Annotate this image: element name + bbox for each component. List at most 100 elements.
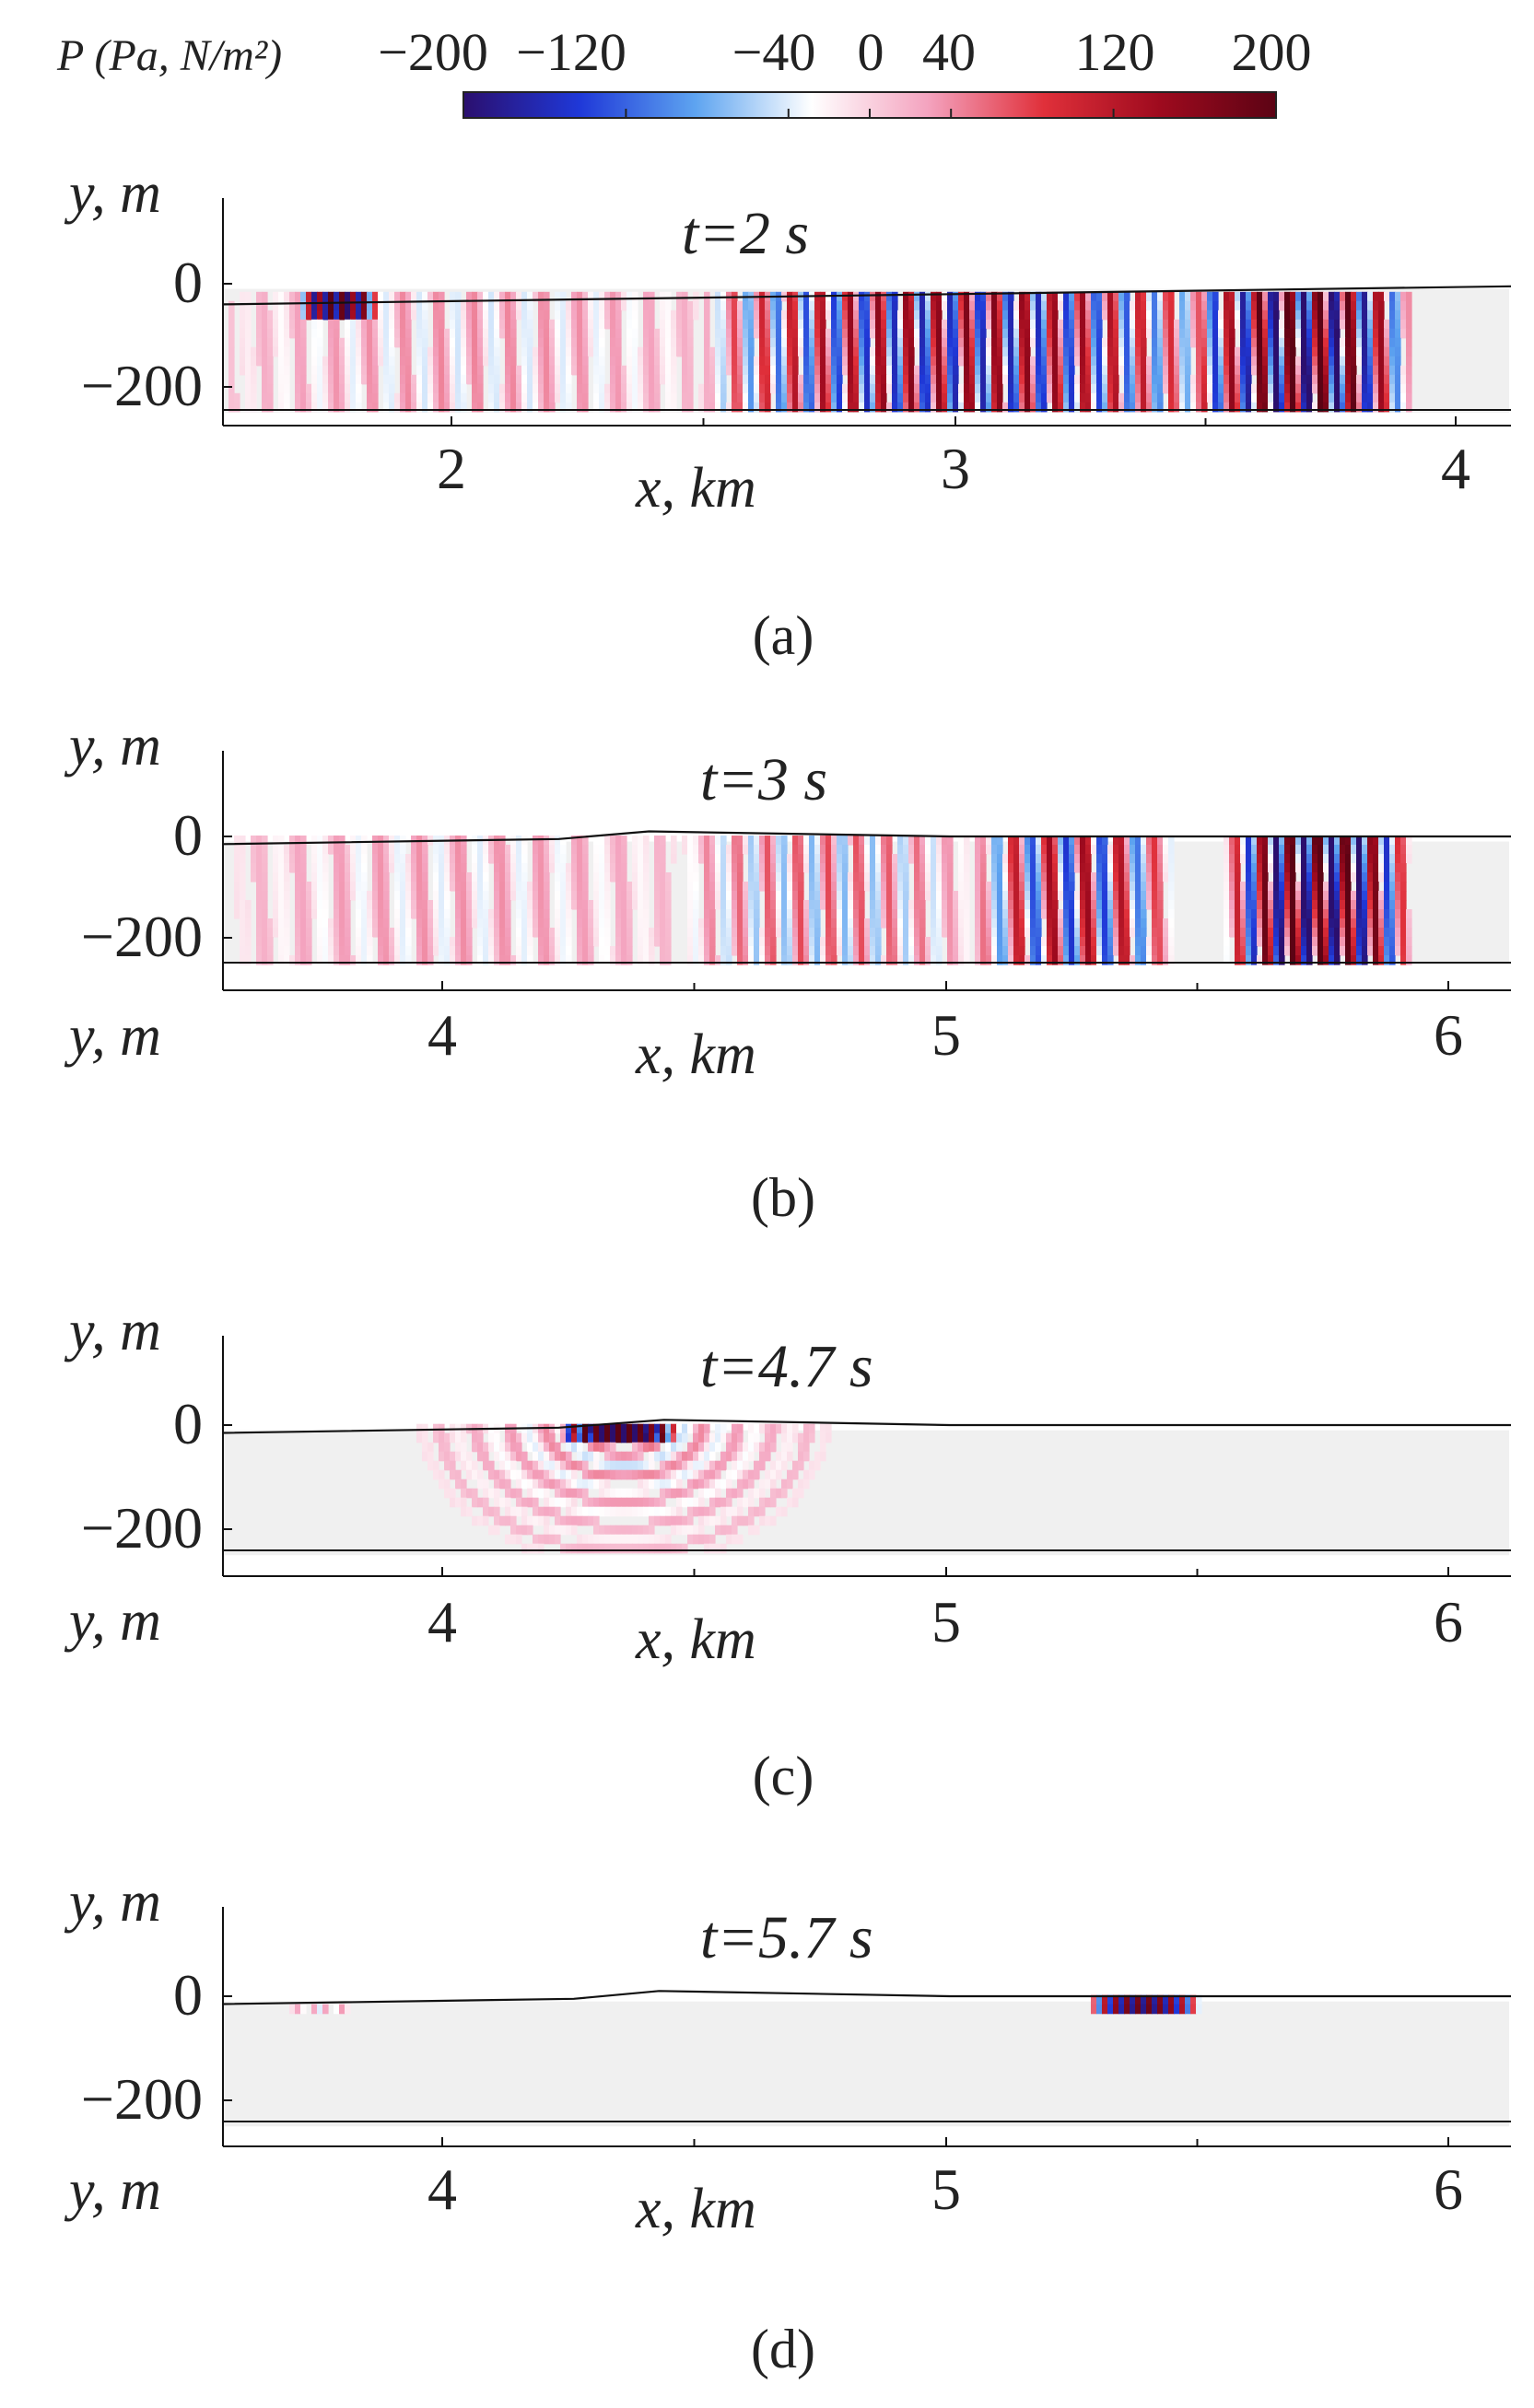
pressure-cell	[356, 402, 362, 413]
pressure-cell	[599, 836, 605, 846]
pressure-cell	[986, 402, 992, 413]
pressure-cell	[245, 383, 252, 394]
pressure-cell	[1257, 836, 1263, 846]
pressure-cell	[743, 365, 749, 376]
pressure-cell	[770, 946, 777, 956]
pressure-cell	[1008, 402, 1014, 413]
pressure-cell	[1118, 872, 1125, 883]
pressure-cell	[947, 909, 954, 919]
pressure-cell	[1279, 337, 1285, 348]
pressure-cell	[544, 872, 550, 883]
pressure-cell	[1273, 946, 1280, 956]
pressure-cell	[1030, 928, 1036, 938]
pressure-cell	[986, 392, 992, 403]
pressure-cell	[743, 356, 749, 367]
pressure-cell	[997, 900, 1003, 910]
pressure-cell	[958, 872, 965, 883]
pressure-cell	[737, 300, 744, 311]
pressure-cell	[1367, 346, 1374, 357]
pressure-cell	[809, 337, 815, 348]
pressure-cell	[251, 365, 257, 376]
pressure-cell	[1163, 863, 1169, 873]
pressure-cell	[582, 402, 589, 413]
pressure-cell	[787, 319, 793, 330]
pressure-cell	[599, 392, 605, 403]
pressure-cell	[273, 346, 279, 357]
pressure-cell	[1096, 328, 1103, 339]
pressure-cell	[1400, 383, 1407, 394]
pressure-cell	[765, 882, 771, 892]
pressure-cell	[1025, 300, 1031, 311]
pressure-cell	[317, 918, 323, 929]
pressure-cell	[306, 891, 312, 901]
pressure-cell	[516, 946, 522, 956]
pressure-cell	[765, 300, 771, 311]
pressure-cell	[1246, 845, 1252, 855]
pressure-cell	[284, 909, 290, 919]
pressure-cell	[925, 346, 931, 357]
pressure-cell	[1069, 402, 1075, 413]
pressure-cell	[300, 310, 307, 321]
pressure-cell	[527, 328, 533, 339]
pressure-cell	[477, 383, 484, 394]
pressure-cell	[754, 374, 760, 385]
pressure-cell	[1196, 291, 1202, 302]
pressure-cell	[1218, 365, 1224, 376]
pressure-cell	[1085, 882, 1092, 892]
pressure-cell	[245, 346, 252, 357]
pressure-cell	[400, 900, 406, 910]
pressure-cell	[1130, 900, 1136, 910]
pressure-cell	[1395, 928, 1401, 938]
pressure-cell	[527, 946, 533, 956]
pressure-cell	[300, 392, 307, 403]
pressure-cell	[582, 310, 589, 321]
pressure-cell	[300, 374, 307, 385]
pressure-cell	[826, 356, 832, 367]
pressure-cell	[848, 356, 854, 367]
pressure-cell	[947, 310, 954, 321]
pressure-cell	[566, 346, 572, 357]
pressure-cell	[1107, 918, 1114, 929]
pressure-cell	[1019, 328, 1025, 339]
pressure-cell	[466, 937, 473, 947]
pressure-cell	[1279, 374, 1285, 385]
pressure-cell	[1356, 836, 1363, 846]
pressure-cell	[339, 937, 345, 947]
pressure-cell	[1290, 328, 1296, 339]
pressure-cell	[748, 300, 755, 311]
pressure-cell	[599, 346, 605, 357]
pressure-cell	[1295, 392, 1302, 403]
pressure-cell	[709, 937, 716, 947]
pressure-cell	[743, 946, 749, 956]
pressure-cell	[383, 374, 390, 385]
pressure-cell	[610, 291, 616, 302]
pressure-cell	[599, 909, 605, 919]
pressure-cell	[1036, 402, 1042, 413]
pressure-cell	[1157, 854, 1164, 864]
pressure-cell	[1229, 882, 1235, 892]
pressure-cell	[809, 319, 815, 330]
pressure-cell	[776, 891, 782, 901]
pressure-cell	[1306, 918, 1313, 929]
pressure-cell	[345, 854, 351, 864]
pressure-cell	[339, 392, 345, 403]
pressure-cell	[444, 845, 451, 855]
pressure-cell	[273, 863, 279, 873]
pressure-cell	[494, 402, 500, 413]
pressure-cell	[1367, 928, 1374, 938]
pressure-cell	[1356, 909, 1363, 919]
pressure-cell	[527, 402, 533, 413]
pressure-cell	[538, 854, 545, 864]
pressure-cell	[328, 328, 334, 339]
pressure-cell	[472, 863, 478, 873]
pressure-cell	[986, 300, 992, 311]
pressure-cell	[1157, 836, 1164, 846]
pressure-cell	[765, 928, 771, 938]
pressure-cell	[615, 328, 622, 339]
pressure-cell	[1013, 946, 1020, 956]
pressure-cell	[1246, 836, 1252, 846]
pressure-cell	[262, 900, 268, 910]
pressure-cell	[488, 392, 495, 403]
pressure-cell	[737, 918, 744, 929]
pressure-cell	[389, 854, 395, 864]
